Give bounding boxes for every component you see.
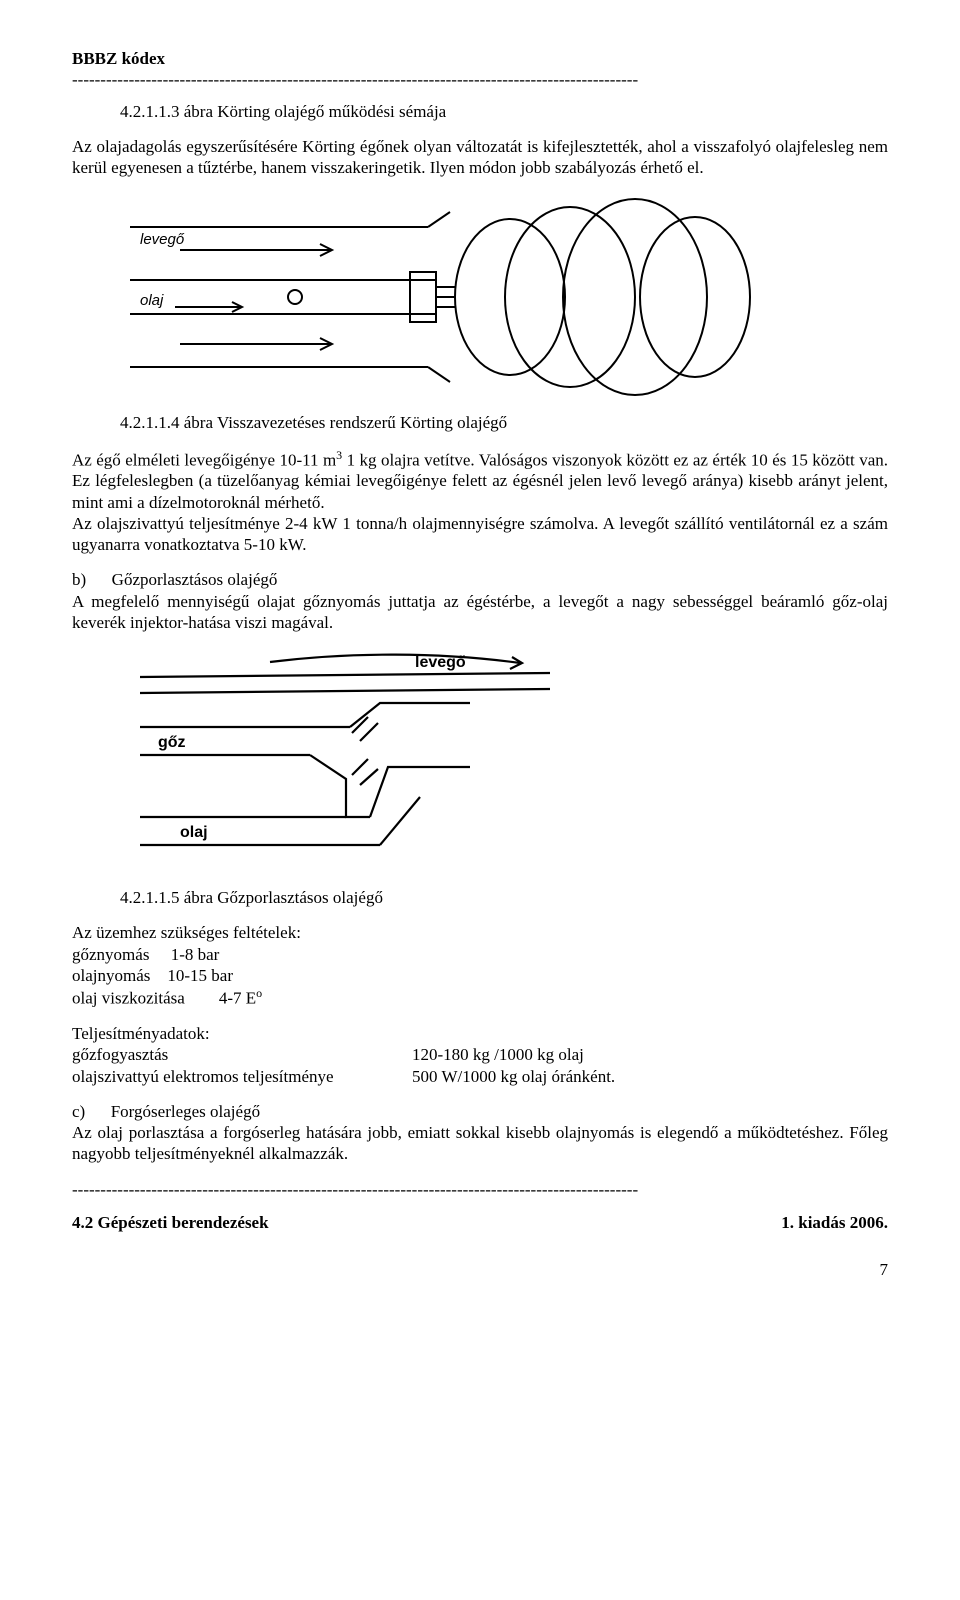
diagram-415-steam-label: gőz — [158, 734, 186, 751]
page-number: 7 — [72, 1259, 888, 1280]
diagram-415: levegő gőz olaj — [120, 647, 600, 877]
conditions-row-2: olaj viszkozitása 4-7 Eo — [72, 986, 888, 1009]
fig-414-para1: Az égő elméleti levegőigénye 10-11 m3 1 … — [72, 448, 888, 513]
fig-414-para2: Az olajszivattyú teljesítménye 2-4 kW 1 … — [72, 513, 888, 556]
perf-heading: Teljesítményadatok: — [72, 1023, 888, 1044]
cond-v1: 10-15 bar — [167, 966, 233, 985]
perf-v0: 120-180 kg /1000 kg olaj — [412, 1044, 584, 1065]
section-c-label: c) — [72, 1102, 85, 1121]
perf-k1: olajszivattyú elektromos teljesítménye — [72, 1066, 412, 1087]
cond-k1: olajnyomás — [72, 966, 150, 985]
superscript-o: o — [256, 986, 262, 1000]
cond-v2-pre: 4-7 E — [219, 989, 256, 1008]
section-c: c) Forgóserleges olajégő Az olaj porlasz… — [72, 1101, 888, 1165]
cond-k2: olaj viszkozitása — [72, 989, 185, 1008]
conditions-row-1: olajnyomás 10-15 bar — [72, 965, 888, 986]
section-b-title: Gőzporlasztásos olajégő — [112, 570, 278, 589]
perf-row-0: gőzfogyasztás 120-180 kg /1000 kg olaj — [72, 1044, 888, 1065]
footer-right: 1. kiadás 2006. — [781, 1212, 888, 1233]
footer-left: 4.2 Gépészeti berendezések — [72, 1212, 269, 1233]
conditions-heading: Az üzemhez szükséges feltételek: — [72, 922, 888, 943]
perf-v1: 500 W/1000 kg olaj óránként. — [412, 1066, 615, 1087]
document-header: BBBZ kódex — [72, 48, 888, 69]
cond-v0: 1-8 bar — [171, 945, 220, 964]
rule-bottom: ----------------------------------------… — [72, 1179, 888, 1200]
diagram-414: levegő olaj — [120, 192, 760, 402]
perf-row-1: olajszivattyú elektromos teljesítménye 5… — [72, 1066, 888, 1087]
cond-k0: gőznyomás — [72, 945, 149, 964]
diagram-414-air-label: levegő — [140, 231, 185, 248]
footer: 4.2 Gépészeti berendezések 1. kiadás 200… — [72, 1212, 888, 1233]
section-b-para: A megfelelő mennyiségű olajat gőznyomás … — [72, 592, 888, 632]
fig-414-p1-pre: Az égő elméleti levegőigénye 10-11 m — [72, 450, 336, 469]
conditions-row-0: gőznyomás 1-8 bar — [72, 944, 888, 965]
fig-413-para: Az olajadagolás egyszerűsítésére Körting… — [72, 136, 888, 179]
rule-top: ----------------------------------------… — [72, 69, 888, 90]
fig-413-caption: 4.2.1.1.3 ábra Körting olajégő működési … — [120, 101, 888, 122]
perf-k0: gőzfogyasztás — [72, 1044, 412, 1065]
section-c-para: Az olaj porlasztása a forgóserleg hatásá… — [72, 1123, 888, 1163]
section-b: b) Gőzporlasztásos olajégő A megfelelő m… — [72, 569, 888, 633]
fig-415-caption: 4.2.1.1.5 ábra Gőzporlasztásos olajégő — [120, 887, 888, 908]
section-c-title: Forgóserleges olajégő — [111, 1102, 260, 1121]
fig-414-caption: 4.2.1.1.4 ábra Visszavezetéses rendszerű… — [120, 412, 888, 433]
diagram-415-air-label: levegő — [415, 654, 466, 671]
diagram-414-oil-label: olaj — [140, 292, 164, 309]
section-b-label: b) — [72, 570, 86, 589]
diagram-415-oil-label: olaj — [180, 824, 208, 841]
